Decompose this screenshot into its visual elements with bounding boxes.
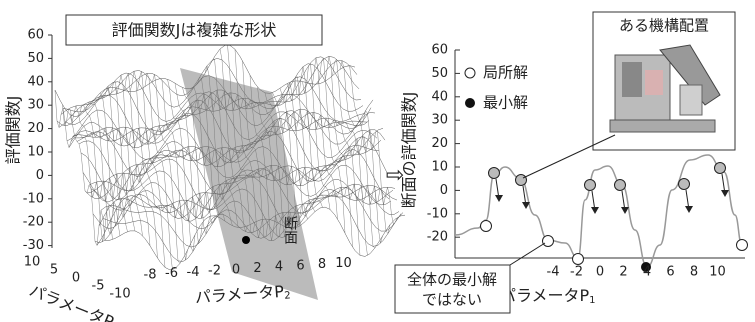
right-y-label: 断面の評価関数J <box>400 92 419 209</box>
z-tick-label: 30 <box>27 98 44 113</box>
p2-tick-label: 6 <box>296 258 304 273</box>
arrow-head <box>495 195 503 202</box>
callout-title: ある機構配置 <box>619 17 709 35</box>
right-x-label: パラメータP1 <box>500 286 596 307</box>
note-line: ではない <box>422 291 482 309</box>
note-arrow <box>510 243 545 265</box>
arrow-head <box>591 207 599 214</box>
page: 評価関数Jは複雑な形状 評価関数J 断面 パラメータP1 パラメータP2 ⇨ 断… <box>0 0 755 322</box>
p1-tick-label: -5 <box>92 279 105 294</box>
y-tick-label: -10 <box>427 206 448 221</box>
x-tick-label: -2 <box>570 265 583 280</box>
minimum-point <box>242 236 250 244</box>
figure: 評価関数Jは複雑な形状 評価関数J 断面 パラメータP1 パラメータP2 ⇨ 断… <box>0 0 755 322</box>
z-tick-label: -30 <box>23 238 44 253</box>
p1-tick-label: -10 <box>109 287 130 302</box>
z-label: 評価関数J <box>4 96 23 165</box>
solution-points <box>481 163 748 273</box>
p1-tick-label: 5 <box>50 263 58 278</box>
legend-local: 局所解 <box>483 64 528 82</box>
x-tick-label: 2 <box>619 265 627 280</box>
mesh-line <box>108 82 158 258</box>
left-title: 評価関数Jは複雑な形状 <box>112 21 277 40</box>
note-line: 全体の最小解 <box>407 271 497 289</box>
y-tick-label: 60 <box>431 43 448 58</box>
local-solution <box>737 240 748 251</box>
p1-label: パラメータP1 <box>26 280 122 322</box>
y-tick-label: -20 <box>427 230 448 245</box>
start-point <box>615 180 626 191</box>
p2-label: パラメータP2 <box>194 281 291 308</box>
mesh-line <box>303 64 353 247</box>
z-tick-label: 10 <box>27 145 44 160</box>
y-tick-label: 40 <box>431 89 448 104</box>
p2-tick-label: -4 <box>187 265 200 280</box>
start-point <box>516 175 527 186</box>
p1-tick-label: 10 <box>24 255 41 270</box>
z-tick-label: -20 <box>23 215 44 230</box>
z-tick-label: 0 <box>36 168 44 183</box>
p2-tick-label: -6 <box>165 266 178 281</box>
arrow-head <box>621 207 629 214</box>
mesh-line <box>340 61 390 234</box>
arrow-head <box>721 190 729 197</box>
right-x-label-text: パラメータP <box>500 286 590 305</box>
p2-tick-label: -8 <box>144 268 157 283</box>
z-tick-label: -10 <box>23 191 44 206</box>
local-solution <box>543 236 554 247</box>
y-tick-label: 30 <box>431 113 448 128</box>
x-tick-label: 4 <box>643 265 651 280</box>
local-solution <box>481 221 492 232</box>
start-point <box>715 163 726 174</box>
z-tick-label: 60 <box>27 28 44 43</box>
p2-tick-label: 2 <box>253 261 261 276</box>
x-tick-label: 10 <box>709 265 726 280</box>
z-tick-label: 50 <box>27 51 44 66</box>
z-tick-label: 20 <box>27 121 44 136</box>
x-tick-label: -4 <box>547 265 560 280</box>
local-solution <box>573 254 584 265</box>
start-point <box>679 179 690 190</box>
legend-filled <box>465 98 475 108</box>
p2-tick-label: 0 <box>232 262 240 277</box>
callout-arrow <box>523 135 615 178</box>
x-tick-label: 6 <box>666 265 674 280</box>
mesh-line <box>130 71 180 263</box>
p1-tick-label: 0 <box>72 271 80 286</box>
y-tick-label: 0 <box>440 183 448 198</box>
mesh-line <box>78 105 128 232</box>
x-tick-label: 0 <box>596 265 604 280</box>
mesh-line <box>138 71 188 260</box>
legend-min: 最小解 <box>483 94 528 112</box>
arrow-head <box>685 206 693 213</box>
right-x-label-sub: 1 <box>589 295 595 306</box>
mesh-line <box>63 105 113 242</box>
z-tick-label: 40 <box>27 74 44 89</box>
y-tick-label: 10 <box>431 160 448 175</box>
y-tick-label: 20 <box>431 136 448 151</box>
start-point <box>489 168 500 179</box>
mesh-line <box>310 58 360 256</box>
p2-tick-label: 10 <box>335 256 352 271</box>
p2-tick-label: -2 <box>208 264 221 279</box>
start-point <box>585 180 596 191</box>
mesh-line <box>85 102 135 231</box>
p2-tick-label: 4 <box>275 260 283 275</box>
p2-tick-label: 8 <box>318 257 326 272</box>
section-label: 断面 <box>282 216 298 244</box>
x-tick-label: 8 <box>690 265 698 280</box>
p2-label-text: パラメータP <box>194 281 285 306</box>
y-tick-label: 50 <box>431 66 448 81</box>
legend-open <box>465 68 475 78</box>
p2-label-sub: 2 <box>284 290 291 301</box>
